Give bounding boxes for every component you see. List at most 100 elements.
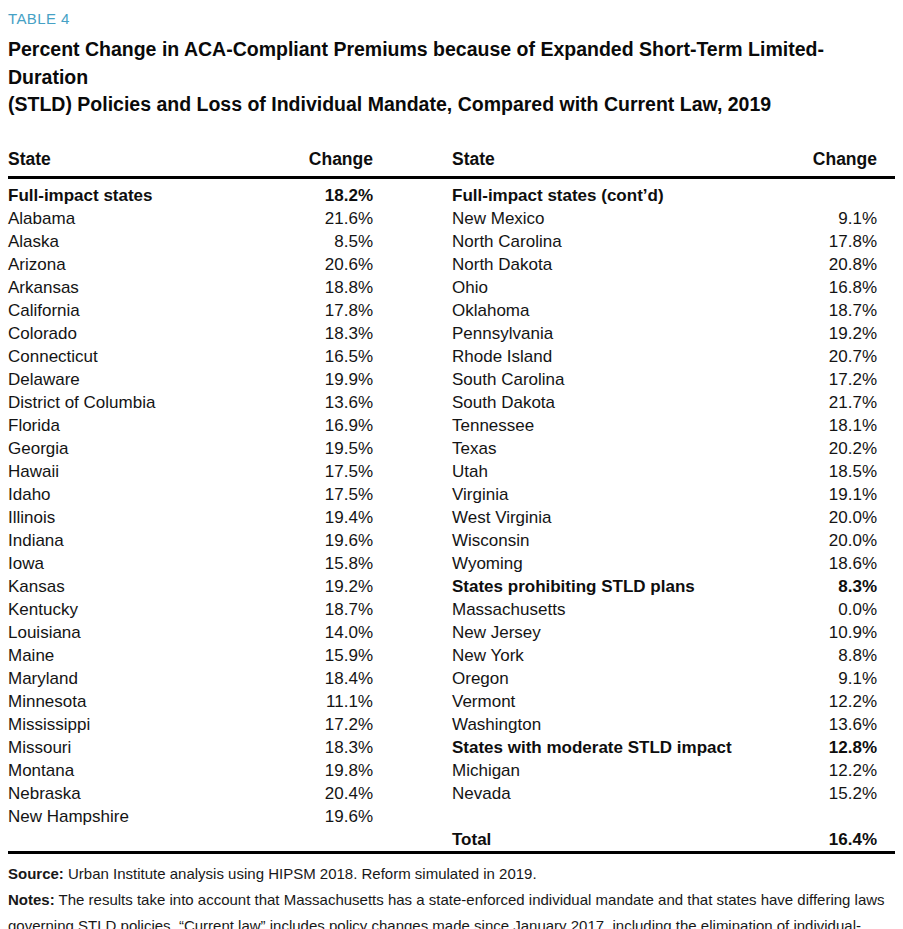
total-row: Total 16.4% (452, 828, 877, 851)
state-name: South Dakota (452, 391, 555, 414)
state-name: Hawaii (8, 460, 59, 483)
table-row: Idaho 17.5% (8, 483, 373, 506)
notes-label: Notes: (8, 891, 55, 908)
table-row: Nebraska20.4% (8, 782, 373, 805)
state-name: West Virginia (452, 506, 552, 529)
state-name: Arkansas (8, 276, 79, 299)
header-cell-left: State Change (8, 149, 373, 170)
state-name: New Jersey (452, 621, 541, 644)
state-name: Alaska (8, 230, 59, 253)
header-cell-right: State Change (452, 149, 877, 170)
state-name: Idaho (8, 483, 51, 506)
change-value: 11.1% (326, 690, 373, 713)
change-value: 15.9% (325, 644, 373, 667)
notes-note: Notes: The results take into account tha… (8, 887, 895, 929)
state-name: Total (452, 828, 491, 851)
state-name: New Hampshire (8, 805, 129, 828)
change-value: 19.5% (325, 437, 373, 460)
state-name: District of Columbia (8, 391, 155, 414)
table-row: Alabama21.6% (8, 207, 373, 230)
state-name: Nevada (452, 782, 511, 805)
group-header-row: States prohibiting STLD plans8.3% (452, 575, 877, 598)
table-row: Alaska 8.5% (8, 230, 373, 253)
change-value: 15.8% (325, 552, 373, 575)
change-value: 19.4% (325, 506, 373, 529)
change-value: 16.9% (325, 414, 373, 437)
change-value: 20.6% (325, 253, 373, 276)
table-row: Delaware19.9% (8, 368, 373, 391)
source-text: Urban Institute analysis using HIPSM 201… (68, 865, 537, 882)
state-name: Michigan (452, 759, 520, 782)
table-row: North Carolina17.8% (452, 230, 877, 253)
state-name: Ohio (452, 276, 488, 299)
state-name: New York (452, 644, 524, 667)
group-header-row: Full-impact states18.2% (8, 184, 373, 207)
table-column-right: Full-impact states (cont’d)New Mexico9.1… (452, 184, 877, 851)
state-name: Virginia (452, 483, 508, 506)
state-name: Vermont (452, 690, 515, 713)
table-row: Texas20.2% (452, 437, 877, 460)
source-label: Source: (8, 865, 64, 882)
change-value: 16.8% (829, 276, 877, 299)
table-row: Nevada15.2% (452, 782, 877, 805)
change-value: 8.5% (334, 230, 373, 253)
table-row: Rhode Island20.7% (452, 345, 877, 368)
state-name: States prohibiting STLD plans (452, 575, 695, 598)
table-row: South Carolina17.2% (452, 368, 877, 391)
table-row: North Dakota20.8% (452, 253, 877, 276)
column-header-change-left: Change (309, 149, 373, 170)
change-value: 18.4% (325, 667, 373, 690)
change-value: 12.2% (829, 690, 877, 713)
change-value: 18.3% (325, 736, 373, 759)
table-row: Kentucky18.7% (8, 598, 373, 621)
state-name: Texas (452, 437, 496, 460)
state-name: Mississippi (8, 713, 90, 736)
table-row: Missouri18.3% (8, 736, 373, 759)
state-name: Wyoming (452, 552, 523, 575)
table-row: Tennessee18.1% (452, 414, 877, 437)
table-footnotes: Source: Urban Institute analysis using H… (8, 861, 895, 929)
column-header-change-right: Change (813, 149, 877, 170)
state-name: Wisconsin (452, 529, 529, 552)
table-row: West Virginia20.0% (452, 506, 877, 529)
table-bottom-rule (8, 851, 895, 854)
table-row: Minnesota 11.1% (8, 690, 373, 713)
change-value: 16.4% (829, 828, 877, 851)
state-name: North Dakota (452, 253, 552, 276)
table-row: Arizona20.6% (8, 253, 373, 276)
change-value: 17.2% (829, 368, 877, 391)
state-name: Florida (8, 414, 60, 437)
change-value: 13.6% (829, 713, 877, 736)
state-name: Oregon (452, 667, 509, 690)
change-value: 18.5% (829, 460, 877, 483)
change-value: 20.4% (325, 782, 373, 805)
table-row: Connecticut16.5% (8, 345, 373, 368)
table-header-row: State Change State Change (8, 149, 895, 176)
change-value: 0.0% (838, 598, 877, 621)
table-row: Washington13.6% (452, 713, 877, 736)
state-name: Montana (8, 759, 74, 782)
change-value: 19.9% (325, 368, 373, 391)
table-row: Michigan 12.2% (452, 759, 877, 782)
state-name: Massachusetts (452, 598, 565, 621)
table-row: Oklahoma18.7% (452, 299, 877, 322)
change-value: 12.2% (829, 759, 877, 782)
table-row: Maine15.9% (8, 644, 373, 667)
change-value: 14.0% (325, 621, 373, 644)
change-value: 19.1% (829, 483, 877, 506)
table-row: South Dakota21.7% (452, 391, 877, 414)
state-name: Indiana (8, 529, 64, 552)
table-row: Arkansas18.8% (8, 276, 373, 299)
state-name: Minnesota (8, 690, 86, 713)
column-header-state-left: State (8, 149, 51, 170)
change-value: 17.5% (325, 483, 373, 506)
change-value: 21.6% (325, 207, 373, 230)
state-name: Tennessee (452, 414, 534, 437)
column-header-state-right: State (452, 149, 495, 170)
change-value: 17.8% (325, 299, 373, 322)
change-value: 17.2% (325, 713, 373, 736)
table-column-left: Full-impact states18.2%Alabama21.6%Alask… (8, 184, 373, 851)
change-value: 18.7% (829, 299, 877, 322)
state-name: Pennsylvania (452, 322, 553, 345)
change-value: 20.0% (829, 529, 877, 552)
